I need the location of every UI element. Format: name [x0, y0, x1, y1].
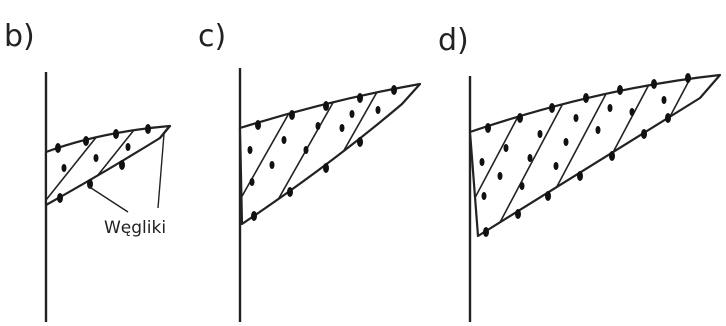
- panel-c: c): [198, 19, 422, 322]
- carbide-marks-c: [247, 85, 397, 221]
- carbide-label: Węgliki: [104, 218, 166, 238]
- carbide-marks-d: [479, 73, 691, 237]
- chip-region-c: [238, 82, 422, 226]
- panel-label-b: b): [4, 19, 35, 54]
- panel-label-c: c): [198, 19, 226, 54]
- panel-d: d): [438, 23, 722, 322]
- panel-label-d: d): [438, 23, 469, 58]
- panel-b: b) Węgliki: [4, 19, 172, 322]
- carbide-marks-b: [55, 124, 151, 203]
- carbide-leader-lines: [87, 133, 165, 213]
- chip-region-d: [468, 73, 722, 238]
